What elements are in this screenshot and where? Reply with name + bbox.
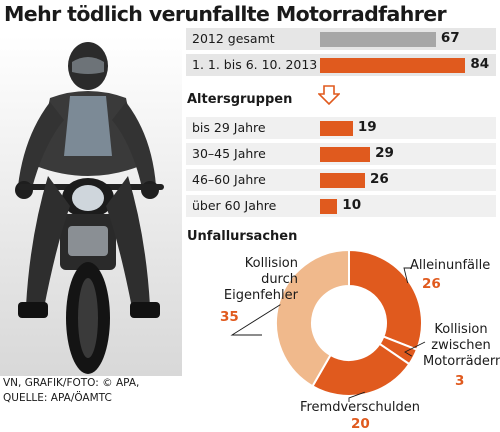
slice-label-fremdverschulden: Fremdverschulden	[290, 400, 430, 416]
slice-label-line: Motorrädern	[423, 354, 500, 369]
bar-2012	[320, 32, 436, 47]
row-label: bis 29 Jahre	[192, 120, 266, 135]
leader-line	[230, 304, 281, 336]
causes-title: Unfallursachen	[187, 229, 298, 244]
bar-value: 29	[375, 145, 394, 161]
age-row: über 60 Jahre 10	[186, 195, 496, 217]
donut-slice	[311, 342, 411, 397]
age-bar	[320, 199, 338, 214]
bar-2013	[320, 58, 466, 73]
slice-label-line: durch	[261, 272, 298, 287]
total-row-2013: 1. 1. bis 6. 10. 2013 84	[186, 54, 496, 76]
donut-slice	[378, 335, 419, 366]
chart-title: Mehr tödlich verunfallte Motorradfahrer	[4, 2, 447, 26]
bar-value: 19	[357, 119, 377, 135]
bar-value: 67	[440, 30, 460, 46]
bar-value: 26	[369, 171, 389, 187]
bar-value: 10	[342, 197, 362, 213]
row-label: über 60 Jahre	[192, 198, 277, 213]
down-arrow-icon	[318, 85, 340, 105]
row-label: 2012 gesamt	[192, 31, 275, 46]
credit-line: QUELLE: APA/ÖAMTC	[3, 392, 112, 404]
row-label: 46–60 Jahre	[192, 172, 266, 187]
age-row: bis 29 Jahre 19	[186, 117, 496, 139]
slice-label-eigenfehler: Kollision durch Eigenfehler	[218, 256, 298, 304]
age-row: 46–60 Jahre 26	[186, 169, 496, 191]
slice-value-alleinunfaelle: 26	[422, 276, 441, 292]
slice-label-line: Alleinunfälle	[410, 258, 491, 273]
age-row: 30–45 Jahre 29	[186, 143, 496, 165]
row-label: 30–45 Jahre	[192, 146, 266, 161]
slice-label-line: zwischen	[431, 338, 491, 353]
bar-value: 84	[470, 56, 490, 72]
slice-label-kollision-motorraeder: Kollision zwischen Motorrädern	[423, 322, 500, 370]
motorcycle-photo	[0, 36, 182, 376]
row-label: 1. 1. bis 6. 10. 2013	[192, 57, 318, 72]
slice-label-line: Kollision	[434, 322, 488, 337]
slice-value-kollision-motorraeder: 3	[455, 373, 465, 389]
age-groups-title: Altersgruppen	[187, 92, 293, 107]
source-credit: VN, GRAFIK/FOTO: © APA, QUELLE: APA/ÖAMT…	[3, 376, 139, 406]
leader-line	[404, 341, 426, 357]
slice-label-line: Kollision	[244, 256, 298, 271]
slice-value-fremdverschulden: 20	[351, 416, 370, 432]
age-bar	[320, 147, 371, 162]
slice-value-eigenfehler: 35	[220, 309, 239, 325]
age-bar	[320, 121, 353, 136]
slice-label-line: Fremdverschulden	[299, 400, 421, 415]
slice-label-alleinunfaelle: Alleinunfälle	[410, 258, 490, 274]
slice-label-line: Eigenfehler	[223, 288, 298, 303]
credit-line: VN, GRAFIK/FOTO: © APA,	[3, 377, 140, 389]
age-bar	[320, 173, 365, 188]
total-row-2012: 2012 gesamt 67	[186, 28, 496, 50]
